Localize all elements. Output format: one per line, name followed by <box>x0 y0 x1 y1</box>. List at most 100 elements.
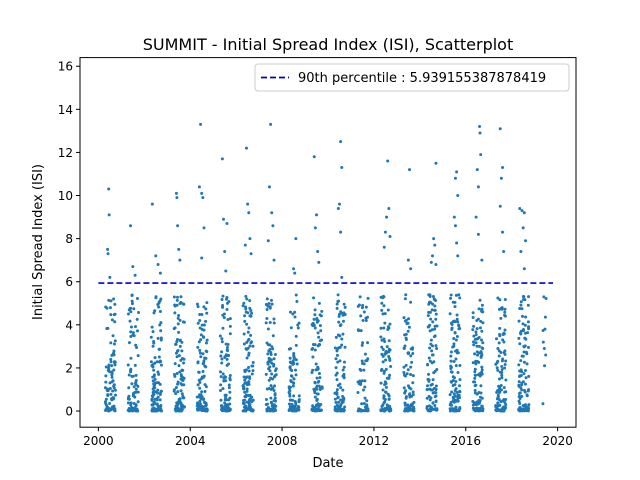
data-point <box>527 403 531 407</box>
data-point <box>270 211 274 215</box>
data-point <box>498 204 502 208</box>
data-point <box>268 343 272 347</box>
data-point <box>472 324 476 328</box>
data-point <box>366 341 370 345</box>
data-point <box>129 356 133 360</box>
data-point <box>498 127 502 131</box>
data-point <box>200 256 204 260</box>
data-point <box>336 360 340 364</box>
data-point <box>128 319 132 323</box>
data-point <box>409 372 413 376</box>
data-point <box>218 334 222 338</box>
data-point <box>384 385 388 389</box>
data-point <box>428 387 432 391</box>
data-point <box>501 230 505 234</box>
data-point <box>456 194 460 198</box>
data-point <box>382 326 386 330</box>
data-point <box>316 250 320 254</box>
data-point <box>152 400 156 404</box>
data-point <box>182 302 186 306</box>
data-point <box>135 346 139 350</box>
data-point <box>449 296 453 300</box>
data-point <box>202 305 206 309</box>
data-point <box>177 364 181 368</box>
data-point <box>109 360 113 364</box>
data-point <box>246 311 250 315</box>
points-layer <box>103 122 548 413</box>
data-point <box>359 383 363 387</box>
data-point <box>361 318 365 322</box>
data-point <box>111 379 115 383</box>
data-point <box>455 317 459 321</box>
data-point <box>522 211 526 215</box>
data-point <box>295 300 299 304</box>
data-point <box>175 196 179 200</box>
data-point <box>104 380 108 384</box>
data-point <box>130 302 134 306</box>
data-point <box>523 323 527 327</box>
data-point <box>365 399 369 403</box>
data-point <box>404 293 408 297</box>
data-point <box>454 293 458 297</box>
data-point <box>434 161 438 165</box>
data-point <box>430 353 434 357</box>
x-axis-label: Date <box>312 456 343 471</box>
data-point <box>334 366 338 370</box>
data-point <box>426 384 429 388</box>
data-point <box>406 321 410 325</box>
data-point <box>431 320 435 324</box>
data-point <box>456 320 460 324</box>
data-point <box>481 321 485 325</box>
data-point <box>386 159 390 163</box>
data-point <box>474 330 478 334</box>
data-point <box>224 393 228 397</box>
data-point <box>425 363 429 367</box>
data-point <box>385 215 389 219</box>
data-point <box>176 390 180 394</box>
data-point <box>288 366 292 370</box>
data-point <box>312 387 316 391</box>
data-point <box>480 346 484 350</box>
data-point <box>429 338 433 342</box>
data-point <box>458 296 462 300</box>
y-axis-ticks: 0 2 4 6 8 10 12 14 16 <box>58 60 80 419</box>
data-point <box>521 295 525 299</box>
data-point <box>503 352 507 356</box>
data-point <box>404 318 408 322</box>
data-point <box>498 334 502 338</box>
data-point <box>503 310 507 314</box>
data-point <box>251 364 255 368</box>
data-point <box>402 365 406 369</box>
data-point <box>524 350 528 354</box>
data-point <box>383 397 387 401</box>
data-point <box>312 296 316 300</box>
data-point <box>159 338 163 342</box>
data-point <box>341 332 345 336</box>
data-point <box>523 388 527 392</box>
data-point <box>474 215 478 219</box>
data-point <box>290 408 294 412</box>
data-point <box>337 346 341 350</box>
data-point <box>517 395 521 398</box>
data-point <box>518 374 522 378</box>
data-point <box>104 409 108 412</box>
data-point <box>520 307 524 311</box>
data-point <box>127 409 131 413</box>
data-point <box>452 398 456 402</box>
data-point <box>480 368 484 372</box>
data-point <box>228 374 232 377</box>
data-point <box>153 361 157 365</box>
data-point <box>471 340 475 344</box>
data-point <box>521 328 525 332</box>
y-tick-label: 4 <box>65 318 73 332</box>
data-point <box>318 387 322 391</box>
data-point <box>334 357 338 361</box>
data-point <box>455 398 459 402</box>
data-point <box>245 322 249 326</box>
y-tick-label: 14 <box>58 103 73 117</box>
data-point <box>200 323 204 327</box>
data-point <box>504 378 508 382</box>
data-point <box>502 409 506 413</box>
data-point <box>174 191 178 195</box>
data-point <box>517 363 521 367</box>
